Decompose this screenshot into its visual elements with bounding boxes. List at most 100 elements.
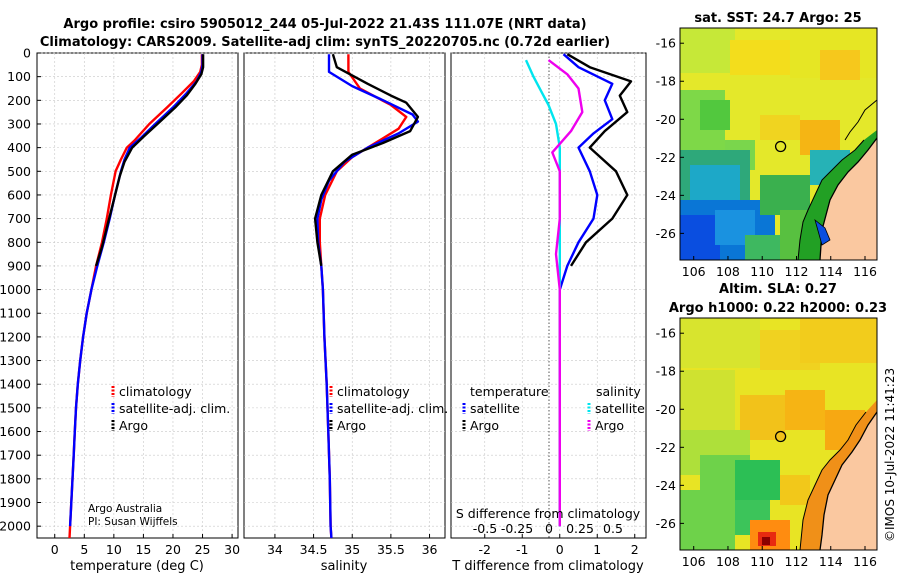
lon-tick-label: 112 [785, 554, 809, 569]
salinity-panel: 34 34.5 35 35.5 36 salinity climatology sate… [243, 52, 448, 574]
temperature-plot-area [36, 52, 239, 539]
x-tick-label: 20 [165, 542, 181, 557]
lat-tick-label: -16 [656, 326, 676, 341]
y-tick-label: 1100 [0, 306, 31, 321]
y-tick-label: 100 [7, 69, 31, 84]
legend-s-argo-label: Argo [595, 418, 624, 433]
lon-tick-label: 114 [819, 554, 843, 569]
y-tick-label: 1400 [0, 377, 31, 392]
legend-temperature-title: temperature [470, 384, 549, 399]
y-tick-label: 600 [7, 187, 31, 202]
x-tick-label: 1 [593, 542, 601, 557]
y-tick-label: 800 [7, 235, 31, 250]
legend-satellite-label: satellite-adj. clim. [119, 401, 230, 416]
lat-tick-label: -22 [656, 150, 676, 165]
y-tick-label: 1500 [0, 400, 31, 415]
lat-tick-label: -26 [656, 516, 676, 531]
lat-tick-label: -26 [656, 226, 676, 241]
legend-t-satellite-label: satellite [470, 401, 520, 416]
sst-map-image [680, 28, 877, 260]
legend-argo-label: Argo [119, 418, 148, 433]
imos-timestamp: ©IMOS 10-Jul-2022 11:41:23 [883, 368, 897, 542]
legend-satellite-label: satellite-adj. clim. [337, 401, 448, 416]
x-tick-label: 10 [106, 542, 122, 557]
y-tick-label: 1000 [0, 282, 31, 297]
lat-tick-label: -16 [656, 36, 676, 51]
lon-tick-label: 106 [682, 264, 706, 279]
salinity-plot-area [243, 52, 446, 539]
legend-salinity-title: salinity [596, 384, 641, 399]
salinity-legend: climatology satellite-adj. clim. Argo [329, 384, 448, 433]
lat-tick-label: -20 [656, 112, 676, 127]
header-line-1: Argo profile: csiro 5905012_244 05-Jul-2… [63, 17, 586, 32]
legend-climatology-label: climatology [119, 384, 192, 399]
header-line-2: Climatology: CARS2009. Satellite-adj cli… [40, 35, 610, 50]
s-tick-3: 0 [545, 521, 553, 536]
y-tick-label: 500 [7, 164, 31, 179]
salinity-x-label: salinity [321, 559, 368, 574]
lat-tick-label: -24 [656, 478, 676, 493]
sla-map-frame [679, 317, 878, 551]
series-argo [313, 53, 420, 267]
argo-location-marker [774, 430, 787, 443]
y-tick-label: 700 [7, 211, 31, 226]
sst-map-title: sat. SST: 24.7 Argo: 25 [694, 11, 861, 26]
x-tick-label: 25 [195, 542, 211, 557]
x-tick-label: 30 [224, 542, 240, 557]
s-tick-5: 0.5 [603, 521, 623, 536]
temperature-legend: climatology satellite-adj. clim. Argo [111, 384, 230, 433]
x-tick-label: 35.5 [377, 542, 405, 557]
series-temperature-satellite [558, 53, 614, 527]
legend-t-argo-label: Argo [470, 418, 499, 433]
series-temperature-argo [566, 53, 633, 267]
y-tick-label: 1800 [0, 471, 31, 486]
difference-x-label: T difference from climatology [451, 559, 644, 574]
argo-location-marker [774, 140, 787, 153]
s-difference-label: S difference from climatology [456, 506, 641, 521]
difference-legend: temperature salinity satellite Argo sate… [462, 384, 645, 433]
x-tick-label: 0 [51, 542, 59, 557]
lat-tick-label: -18 [656, 74, 676, 89]
y-tick-label: 0 [23, 46, 31, 61]
lat-tick-label: -24 [656, 188, 676, 203]
lat-tick-label: -18 [656, 364, 676, 379]
sla-map-title-2: Argo h1000: 0.22 h2000: 0.23 [669, 301, 887, 316]
y-tick-label: 1600 [0, 424, 31, 439]
y-tick-label: 1300 [0, 353, 31, 368]
sla-map-image [680, 318, 877, 550]
x-tick-label: -2 [479, 542, 491, 557]
lon-tick-label: 116 [853, 264, 877, 279]
x-tick-label: 35 [344, 542, 360, 557]
temperature-x-label: temperature (deg C) [70, 559, 204, 574]
x-tick-label: 34.5 [300, 542, 328, 557]
legend-argo-label: Argo [337, 418, 366, 433]
x-tick-label: 34 [267, 542, 283, 557]
difference-panel: -2 -1 0 1 2 T difference from climatology S … [450, 52, 647, 574]
y-tick-label: 1900 [0, 495, 31, 510]
sla-map-panel: Altim. SLA: 0.27 Argo h1000: 0.22 h2000:… [656, 282, 888, 569]
s-tick-1: -0.5 [473, 521, 497, 536]
y-tick-label: 900 [7, 258, 31, 273]
y-tick-label: 200 [7, 93, 31, 108]
x-tick-label: 36 [422, 542, 438, 557]
x-tick-label: 2 [631, 542, 639, 557]
s-tick-2: -0.25 [501, 521, 533, 536]
x-tick-label: 0 [556, 542, 564, 557]
lon-tick-label: 112 [785, 264, 809, 279]
series-salinity-argo [547, 59, 584, 527]
credit-line-1: Argo Australia [88, 503, 162, 515]
x-tick-label: 5 [80, 542, 88, 557]
series-argo [94, 54, 205, 267]
sla-map-title-1: Altim. SLA: 0.27 [719, 282, 837, 297]
temperature-panel: 0100200300400500600700800900100011001200… [0, 46, 240, 575]
lon-tick-label: 106 [682, 554, 706, 569]
y-tick-label: 1200 [0, 329, 31, 344]
sst-map-panel: sat. SST: 24.7 Argo: 25 [656, 11, 878, 279]
y-tick-label: 400 [7, 140, 31, 155]
y-tick-label: 300 [7, 116, 31, 131]
s-tick-4: 0.25 [566, 521, 594, 536]
lon-tick-label: 116 [853, 554, 877, 569]
sst-map-frame [679, 27, 878, 261]
y-tick-label: 2000 [0, 519, 31, 534]
